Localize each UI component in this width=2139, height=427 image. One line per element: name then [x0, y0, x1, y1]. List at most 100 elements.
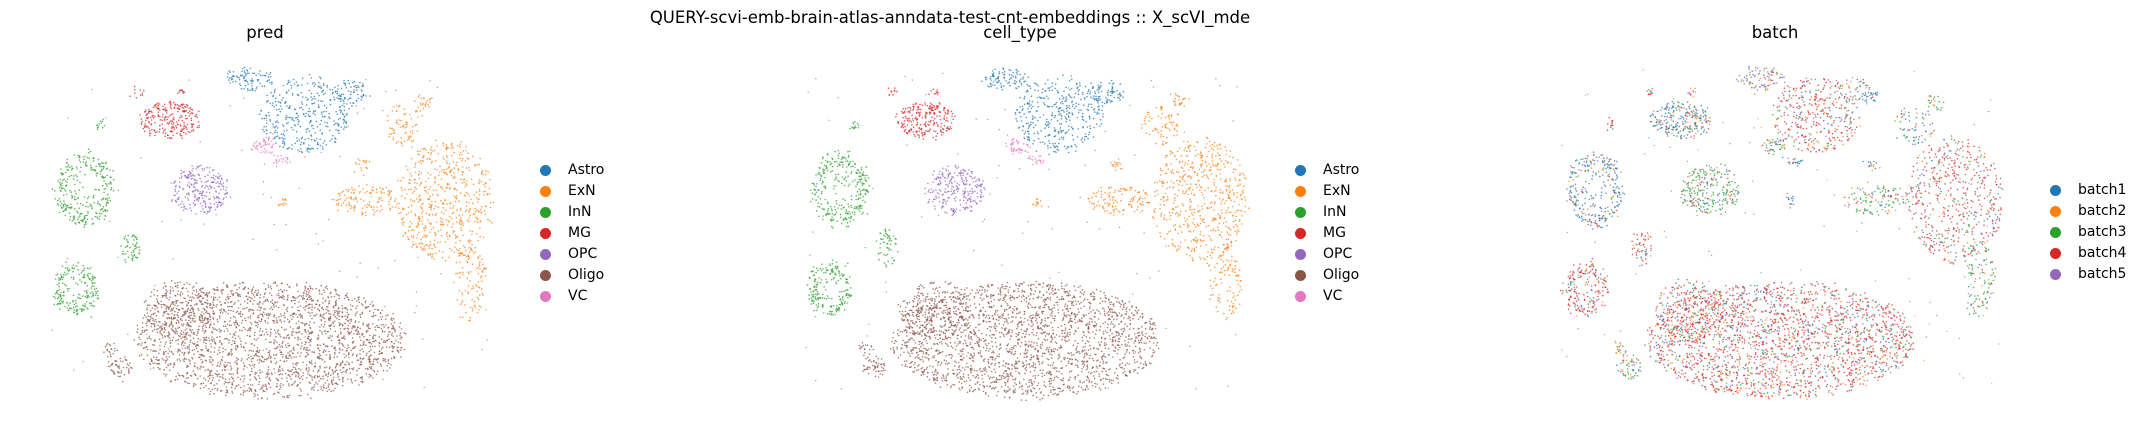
point: [247, 73, 249, 75]
point: [184, 358, 186, 360]
point: [344, 199, 346, 201]
point: [405, 124, 407, 126]
point: [272, 96, 274, 98]
point: [365, 373, 367, 375]
point: [353, 192, 355, 194]
point: [368, 359, 370, 361]
point: [73, 278, 75, 280]
point: [380, 205, 382, 207]
point: [310, 332, 312, 334]
point: [379, 187, 381, 189]
point: [464, 247, 466, 249]
point: [297, 362, 299, 364]
point: [193, 202, 195, 204]
point: [355, 197, 357, 199]
point: [343, 103, 345, 105]
point: [421, 212, 423, 214]
scatter-plot-pred: [20, 0, 500, 427]
point: [297, 327, 299, 329]
point: [338, 340, 340, 342]
point: [166, 110, 168, 112]
point: [339, 295, 341, 297]
point: [97, 129, 99, 131]
point: [254, 73, 256, 75]
point: [161, 306, 163, 308]
point: [280, 111, 282, 113]
point: [296, 140, 298, 142]
point: [165, 343, 167, 345]
point: [148, 112, 150, 114]
point: [237, 345, 239, 347]
point: [152, 318, 154, 320]
point: [289, 395, 291, 397]
point: [325, 312, 327, 314]
point: [91, 283, 93, 285]
point: [330, 99, 332, 101]
point: [322, 307, 324, 309]
point: [73, 307, 75, 309]
point: [335, 290, 337, 292]
point: [422, 211, 424, 213]
point: [214, 203, 216, 205]
point: [215, 297, 217, 299]
point: [193, 344, 195, 346]
point: [335, 289, 337, 291]
point: [207, 180, 209, 182]
point: [207, 320, 209, 322]
point: [329, 389, 331, 391]
point: [479, 158, 481, 160]
point: [235, 292, 237, 294]
point: [142, 94, 144, 96]
point: [219, 201, 221, 203]
point: [388, 203, 390, 205]
point: [178, 197, 180, 199]
point: [312, 148, 314, 150]
point: [432, 214, 434, 216]
point: [475, 164, 477, 166]
point: [276, 319, 278, 321]
point: [308, 296, 310, 298]
point: [275, 101, 277, 103]
point: [277, 122, 279, 124]
point: [254, 296, 256, 298]
point: [356, 300, 358, 302]
point: [232, 81, 234, 83]
point: [60, 168, 62, 170]
point: [314, 96, 316, 98]
point: [350, 332, 352, 334]
point: [337, 373, 339, 375]
point: [352, 82, 354, 84]
point: [170, 363, 172, 365]
point: [215, 209, 217, 211]
point: [425, 236, 427, 238]
point: [94, 282, 96, 284]
point: [306, 293, 308, 295]
point: [211, 296, 213, 298]
point: [298, 376, 300, 378]
point: [338, 119, 340, 121]
point: [263, 308, 265, 310]
point: [183, 107, 185, 109]
point: [224, 321, 226, 323]
point: [456, 262, 458, 264]
point: [465, 195, 467, 197]
point: [79, 215, 81, 217]
point: [223, 364, 225, 366]
point: [178, 309, 180, 311]
point: [234, 341, 236, 343]
point: [267, 375, 269, 377]
point: [106, 184, 108, 186]
point: [90, 302, 92, 304]
point: [204, 187, 206, 189]
point: [329, 113, 331, 115]
point: [342, 379, 344, 381]
point: [229, 77, 231, 79]
point: [73, 265, 75, 267]
point: [473, 287, 475, 289]
point: [270, 333, 272, 335]
point: [292, 369, 294, 371]
point: [468, 211, 470, 213]
point: [282, 295, 284, 297]
point: [429, 215, 431, 217]
point: [199, 368, 201, 370]
